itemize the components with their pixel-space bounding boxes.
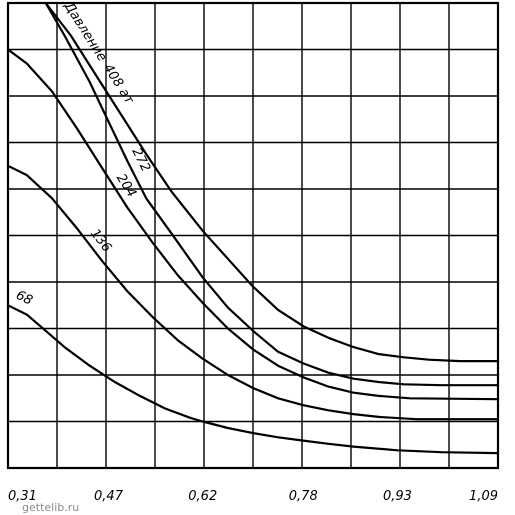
x-tick-label: 0,62	[188, 489, 217, 504]
x-tick-label: 0,93	[383, 489, 412, 504]
chart-grid	[8, 3, 498, 468]
curve-label-part: 68	[13, 288, 34, 309]
curve-label-part: 136	[87, 226, 114, 255]
watermark-text: gettelib.ru	[22, 501, 79, 514]
series-line-68	[6, 304, 500, 455]
x-tick-label: 0,78	[289, 489, 318, 504]
curve-label: 68	[13, 288, 34, 309]
x-tick-label: 0,47	[94, 489, 124, 504]
x-tick-label: 1,09	[469, 489, 498, 504]
x-tick-label: 0,31	[8, 489, 37, 504]
chart-curves	[6, 1, 500, 455]
curve-label: 136	[87, 226, 114, 255]
series-line-272	[44, 1, 500, 387]
series-line-давление-408-ат	[44, 1, 500, 363]
x-tick-labels: 0,31 0,47 0,62 0,78 0,93 1,09	[8, 489, 498, 504]
curve-label: Давление408 ат	[60, 0, 136, 107]
plot-frame	[6, 1, 500, 470]
series-line-204	[6, 48, 500, 401]
series-line-136	[6, 164, 500, 421]
